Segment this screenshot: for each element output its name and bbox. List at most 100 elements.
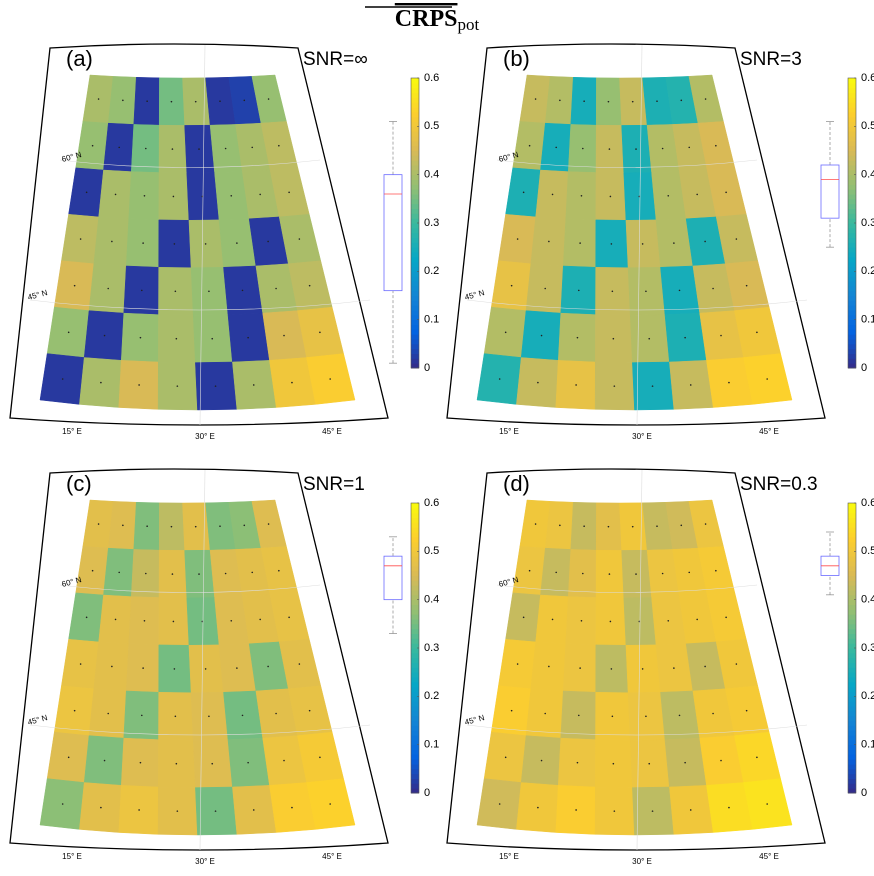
cell-dot (288, 616, 290, 619)
cell-dot (214, 385, 217, 387)
colorbar-step (411, 203, 419, 209)
cell-dot (114, 193, 117, 196)
graticule (29, 469, 371, 851)
cell-dot (540, 334, 543, 337)
colorbar-step (411, 111, 419, 118)
cell-dot (528, 569, 531, 572)
cell-dot (146, 100, 148, 103)
cell-dot (224, 572, 227, 575)
cell-dot (725, 616, 727, 619)
colorbar-step (848, 541, 856, 547)
colorbar-step (848, 730, 856, 736)
cell-dot (176, 810, 179, 812)
cell-dot (118, 146, 120, 149)
colorbar-step (411, 290, 419, 296)
colorbar-step (848, 343, 856, 350)
panel: (a) SNR=∞60° N45° N15° E30° E45° E00.10.2… (9, 43, 439, 441)
cell-dot (241, 289, 244, 292)
cell-dot (219, 100, 221, 103)
panel-label: (c) (66, 471, 92, 496)
cell-dot (67, 756, 70, 759)
cell-dot (142, 667, 144, 669)
colorbar-step (411, 314, 419, 321)
colorbar-step (848, 107, 856, 113)
cell-dot (170, 525, 173, 528)
colorbar-step (848, 261, 856, 267)
colorbar-step (411, 102, 419, 108)
cell-dot (607, 100, 610, 103)
cell-dot (172, 620, 175, 623)
colorbar-step (848, 599, 856, 605)
colorbar-step (848, 227, 856, 234)
colorbar-step (411, 701, 419, 707)
colorbar-tick-label: 0.2 (424, 265, 439, 277)
colorbar-step (848, 657, 856, 663)
cell-dot (278, 144, 280, 147)
colorbar-step (848, 720, 856, 726)
colorbar-step (411, 643, 419, 649)
lon-label: 45° E (322, 852, 342, 861)
panel: (d) SNR=0.360° N45° N15° E30° E45° E00.10… (446, 468, 874, 866)
figure-title: CRPSpot (395, 6, 480, 34)
cell-dot (689, 809, 692, 811)
cell-dot (174, 290, 177, 293)
cell-dot (548, 665, 550, 668)
cell-dot (208, 290, 210, 293)
cell-dot (145, 147, 147, 150)
colorbar-step (411, 575, 419, 581)
colorbar-tick-label: 0.3 (424, 217, 439, 229)
cell-dot (720, 759, 722, 762)
colorbar-step (411, 126, 419, 132)
cell-dot (298, 238, 301, 240)
cell-dot (224, 147, 227, 150)
colorbar-tick-label: 0.3 (861, 217, 874, 229)
colorbar-tick-label: 0.3 (424, 642, 439, 654)
cell-dot (103, 759, 106, 762)
colorbar-step (848, 754, 856, 760)
lon-label: 15° E (62, 427, 82, 436)
cell-dot (534, 523, 537, 525)
colorbar-step (848, 305, 856, 311)
cell-dot (498, 803, 501, 805)
cell-dot (243, 99, 246, 102)
colorbar-step (411, 710, 419, 717)
colorbar-step (848, 353, 856, 359)
colorbar-step (848, 677, 856, 683)
colorbar-step (411, 319, 419, 325)
cell-dot (172, 195, 175, 198)
colorbar-step (411, 759, 419, 765)
colorbar-step (848, 92, 856, 98)
colorbar-step (411, 604, 419, 610)
colorbar-step (848, 691, 856, 697)
colorbar-step (411, 92, 419, 98)
colorbar-step (411, 686, 419, 692)
cell-dot (528, 144, 531, 147)
snr-label: SNR=∞ (303, 49, 368, 70)
colorbar-step (411, 353, 419, 359)
cell-dot (555, 571, 557, 574)
colorbar-step (411, 570, 419, 576)
colorbar-step (411, 749, 419, 755)
cell-dot (252, 809, 255, 811)
cell-dot (688, 571, 691, 574)
cell-dot (85, 191, 88, 194)
cell-dot (684, 336, 686, 339)
colorbar-step (848, 198, 856, 205)
colorbar-step (848, 155, 856, 161)
colorbar-step (848, 652, 856, 659)
colorbar-step (411, 348, 419, 354)
colorbar-step (411, 247, 419, 253)
cell-dot (247, 336, 249, 339)
cell-dot (651, 385, 654, 387)
colorbar-step (411, 358, 419, 364)
colorbar-tick-label: 0.2 (861, 265, 874, 277)
colorbar-step (411, 783, 419, 789)
cell-dot (236, 667, 238, 669)
colorbar-step (848, 512, 856, 518)
cell-dot (211, 337, 214, 340)
cell-dot (251, 146, 254, 149)
snr-label: SNR=0.3 (740, 474, 818, 495)
cell-dot (661, 147, 664, 150)
cell-dot (580, 619, 583, 622)
colorbar-step (848, 561, 856, 567)
